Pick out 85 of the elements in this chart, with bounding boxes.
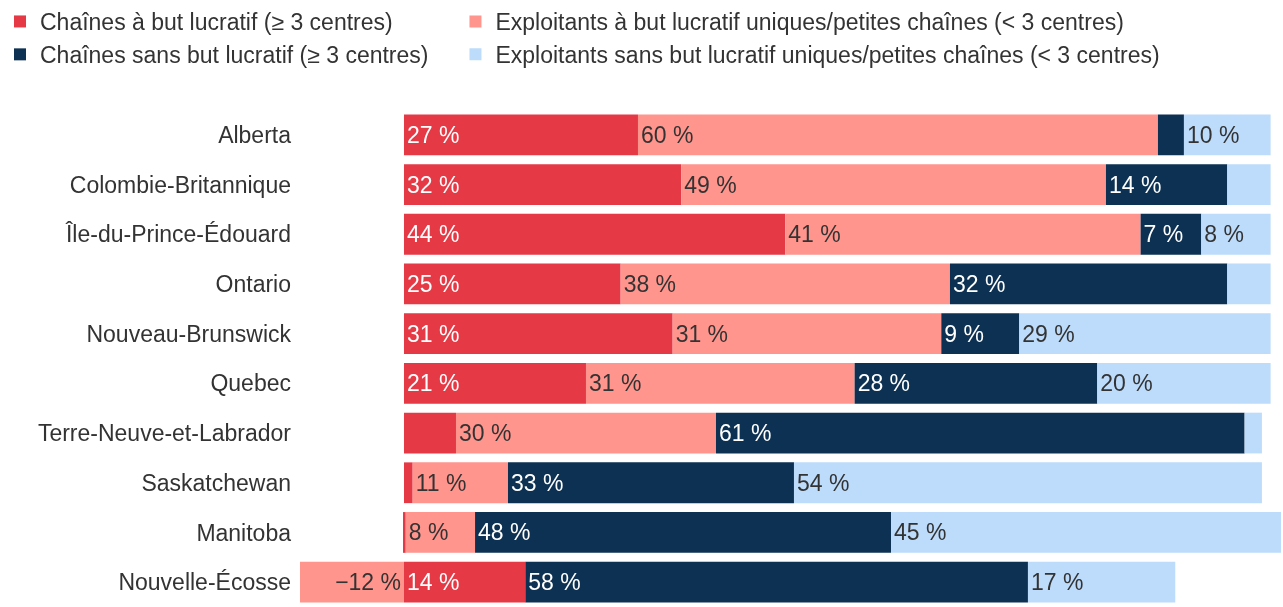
- data-label: 14 %: [406, 569, 460, 596]
- bar: [949, 263, 1228, 305]
- bar: [1097, 362, 1271, 404]
- bar: [403, 164, 682, 205]
- bar: [525, 561, 1028, 603]
- data-label: 61 %: [718, 420, 772, 447]
- data-label: −12 %: [335, 569, 401, 596]
- bar: [793, 462, 1262, 504]
- bar: [1227, 263, 1271, 305]
- bar: [1183, 114, 1271, 156]
- bar: [1019, 313, 1271, 355]
- data-label: 14 %: [1108, 171, 1162, 198]
- bar: [403, 462, 413, 504]
- bar: [620, 263, 950, 305]
- data-label: 7 %: [1143, 221, 1184, 248]
- bar: [637, 114, 1158, 156]
- y-tick-label: Terre-Neuve-et-Labrador: [37, 420, 292, 447]
- bar: [891, 512, 1281, 553]
- data-label: 32 %: [406, 171, 460, 198]
- data-label: 38 %: [623, 270, 677, 297]
- y-tick-label: Nouveau-Brunswick: [86, 320, 292, 347]
- data-label: 29 %: [1022, 320, 1075, 347]
- bar: [403, 114, 638, 156]
- data-label: 21 %: [406, 370, 460, 397]
- data-label: 60 %: [640, 121, 694, 148]
- data-label: 30 %: [458, 420, 512, 447]
- data-label: 31 %: [588, 370, 642, 397]
- y-tick-label: Île-du-Prince-Édouard: [64, 221, 291, 248]
- bar: [1105, 164, 1228, 205]
- data-label: 8 %: [408, 519, 449, 546]
- legend-label: Chaînes à but lucratif (≥ 3 centres): [40, 9, 393, 36]
- bar: [1201, 213, 1271, 255]
- data-label: 17 %: [1030, 569, 1084, 596]
- data-label: 27 %: [406, 121, 460, 148]
- bar: [403, 263, 621, 305]
- y-tick-label: Quebec: [210, 370, 291, 397]
- data-label: 41 %: [788, 221, 841, 248]
- y-tick-label: Manitoba: [196, 519, 292, 546]
- bar: [785, 213, 1141, 255]
- data-label: 11 %: [415, 469, 467, 496]
- data-label: 45 %: [894, 519, 947, 546]
- y-tick-label: Ontario: [215, 271, 291, 297]
- data-label: 54 %: [796, 469, 850, 496]
- bar: [1027, 561, 1176, 603]
- legend-label: Exploitants sans but lucratif uniques/petites chaînes (< 3 centres): [495, 42, 1160, 69]
- data-label: 25 %: [406, 270, 460, 297]
- bar: [403, 561, 526, 603]
- bar: [403, 213, 786, 255]
- bar: [300, 561, 404, 603]
- y-tick-label: Saskatchewan: [141, 469, 291, 496]
- bar: [1244, 412, 1262, 454]
- bar: [475, 512, 892, 553]
- bar: [715, 412, 1245, 454]
- data-label: 31 %: [406, 320, 460, 347]
- bar: [854, 362, 1098, 404]
- data-label: 58 %: [528, 569, 581, 596]
- y-tick-label: Alberta: [218, 121, 292, 148]
- bar: [403, 362, 586, 404]
- bar: [507, 462, 794, 504]
- data-label: 33 %: [510, 469, 564, 496]
- data-label: 31 %: [675, 320, 729, 347]
- bar: [681, 164, 1106, 205]
- data-label: 9 %: [944, 320, 984, 347]
- bar: [672, 313, 942, 355]
- bar: [403, 313, 673, 355]
- legend-label: Exploitants à but lucratif uniques/petites chaînes (< 3 centres): [495, 9, 1124, 36]
- data-label: 10 %: [1186, 121, 1240, 148]
- data-label: 8 %: [1204, 221, 1244, 248]
- data-label: 49 %: [684, 171, 737, 198]
- bar: [585, 362, 855, 404]
- data-label: 44 %: [406, 221, 460, 248]
- data-label: 20 %: [1100, 370, 1153, 397]
- bar: [403, 412, 456, 454]
- data-label: 48 %: [478, 519, 531, 546]
- bar: [941, 313, 1020, 355]
- legend-label: Chaînes sans but lucratif (≥ 3 centres): [40, 42, 429, 69]
- bar: [1227, 164, 1271, 205]
- bar: [455, 412, 716, 454]
- bar: [412, 462, 508, 504]
- bar: [403, 512, 406, 553]
- data-label: 32 %: [952, 270, 1006, 297]
- bar: [1157, 114, 1184, 156]
- y-tick-label: Nouvelle-Écosse: [118, 569, 291, 596]
- data-label: 28 %: [857, 370, 911, 397]
- y-tick-label: Colombie-Britannique: [69, 171, 291, 198]
